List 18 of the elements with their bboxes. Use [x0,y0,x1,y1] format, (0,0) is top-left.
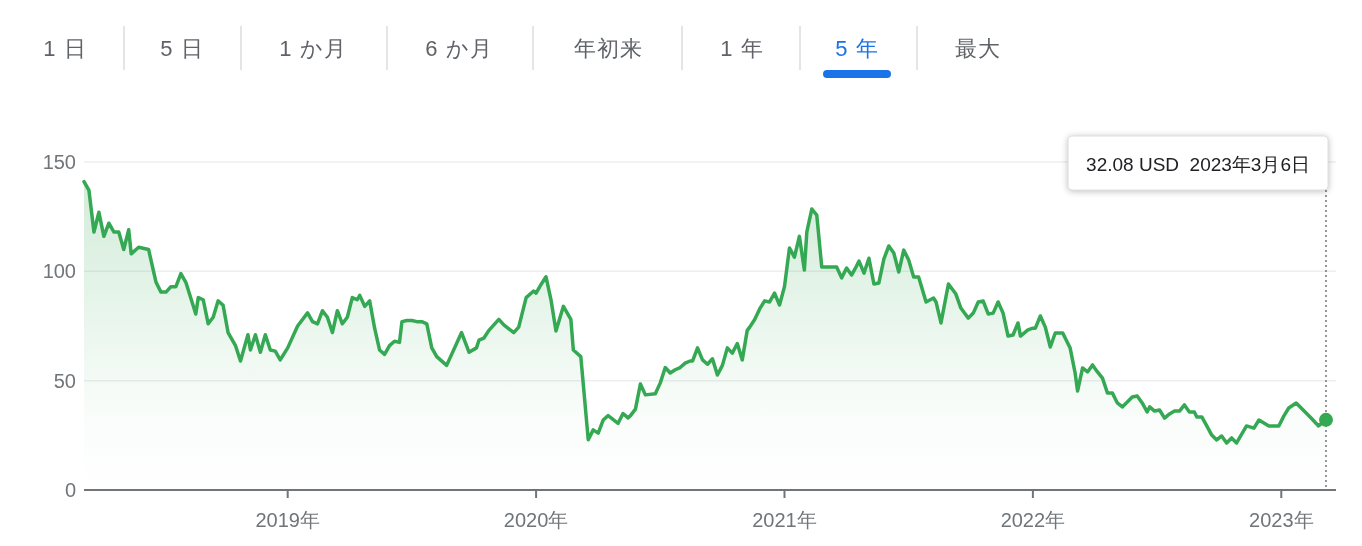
text: 年初来 [573,36,643,61]
text: 1 年 [720,36,764,61]
x-tick-label: 2023年 [1249,509,1314,531]
annotation: 32.08 USD 2023年3月6日 [1086,154,1310,175]
x-tick-label: 2021年 [752,509,817,531]
text: 5 日 [160,36,204,61]
text: 最大 [955,36,1001,61]
y-tick-label: 100 [42,260,76,283]
y-tick-label: 150 [42,151,76,173]
x-tick-label: 2019年 [255,509,320,531]
y-tick-label: 50 [53,369,76,392]
y-tick-label: 0 [64,479,76,501]
text: 1 か月 [279,36,347,61]
text: 5 年 [835,36,879,61]
text: 1 日 [43,36,87,61]
x-tick-label: 2020年 [503,509,569,531]
text: 6 か月 [425,36,493,61]
x-tick-label: 2022年 [1000,509,1066,531]
